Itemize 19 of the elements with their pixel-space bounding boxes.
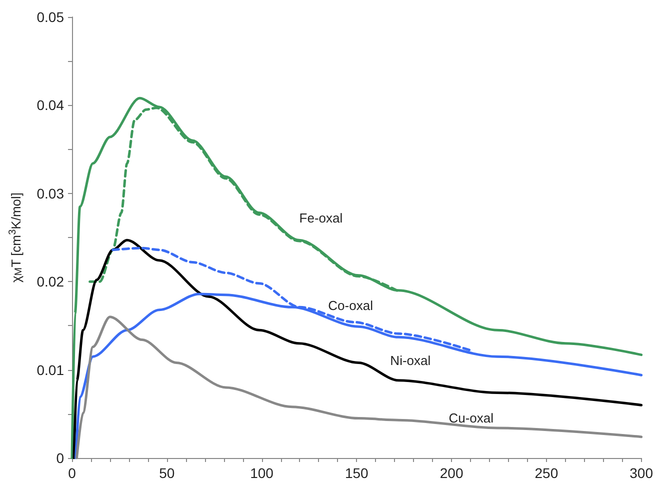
x-tick-label: 250 [534, 465, 558, 481]
x-tick-label: 150 [344, 465, 369, 481]
y-tick-label: 0.05 [36, 9, 64, 25]
line-series [88, 106, 400, 293]
x-tick-label: 300 [630, 465, 654, 481]
x-tick-label: 200 [440, 465, 464, 481]
y-tick-label: 0.02 [36, 274, 64, 290]
y-tick-label: 0 [56, 450, 64, 466]
y-tick-label: 0.04 [36, 97, 64, 114]
series-label: Ni-oxal [390, 352, 431, 368]
series-label: Fe-oxal [299, 210, 343, 226]
x-tick-label: 100 [250, 465, 274, 481]
y-tick-label: 0.01 [36, 362, 64, 378]
y-axis-title: χMT [cm3K/mol] [8, 192, 24, 283]
x-tick-label: 0 [68, 465, 76, 481]
series-label: Cu-oxal [448, 410, 494, 426]
series-label: Co-oxal [328, 298, 374, 314]
x-tick-label: 50 [159, 465, 175, 481]
y-tick-label: 0.03 [36, 185, 64, 202]
